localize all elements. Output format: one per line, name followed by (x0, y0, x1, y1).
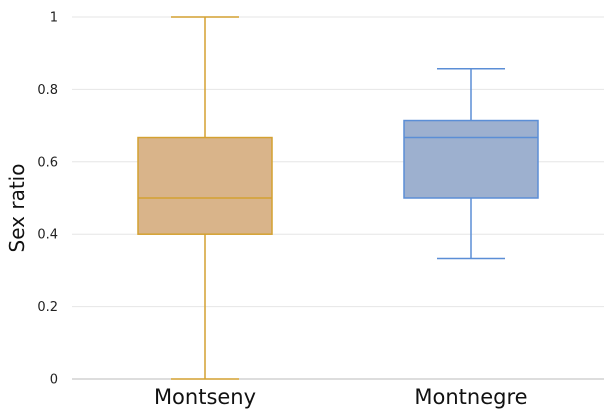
x-category-label: Montnegre (414, 385, 527, 409)
y-tick-label: 0.8 (37, 83, 58, 98)
iqr-box (137, 136, 273, 235)
x-category-label: Montseny (154, 385, 256, 409)
y-tick-label: 1 (50, 11, 58, 26)
iqr-box (403, 119, 539, 199)
box-montnegre (403, 68, 539, 260)
x-axis-labels: Montseny Montnegre (154, 385, 528, 409)
y-tick-label: 0.6 (37, 155, 58, 170)
y-axis-ticks: 0 0.2 0.4 0.6 0.8 1 (37, 11, 58, 388)
boxes (137, 16, 539, 380)
box-montseny (137, 16, 273, 380)
y-tick-label: 0.4 (37, 228, 58, 243)
y-tick-label: 0.2 (37, 300, 58, 315)
y-tick-label: 0 (50, 373, 58, 388)
y-axis-title: Sex ratio (5, 164, 29, 253)
